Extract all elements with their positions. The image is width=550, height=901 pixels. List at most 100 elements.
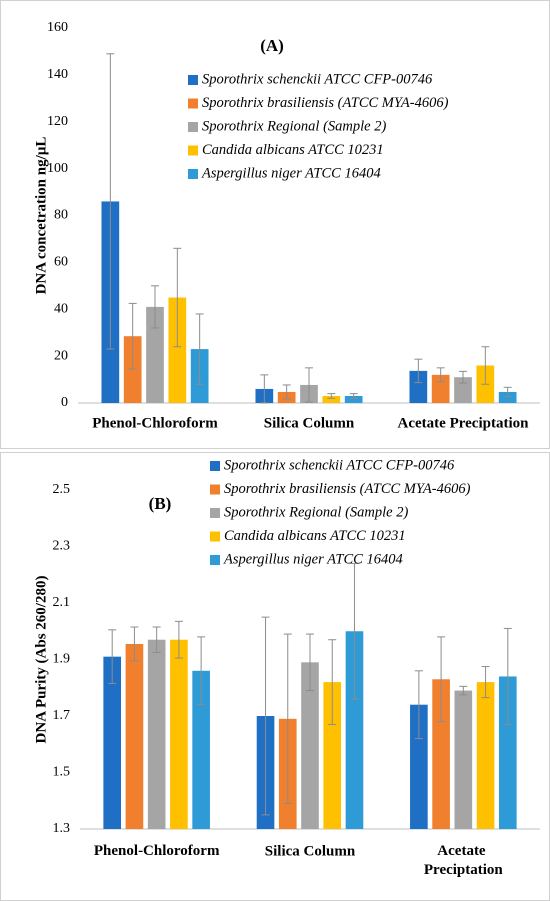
- x-tick-label: Phenol-Chloroform: [94, 843, 220, 859]
- error-bar: [481, 346, 490, 385]
- y-tick-label: 40: [54, 301, 68, 316]
- legend-label: Candida albicans ATCC 10231: [202, 142, 384, 158]
- bar: [168, 297, 187, 403]
- bar: [431, 374, 450, 403]
- legend-label: Sporothrix schenckii ATCC CFP-00746: [224, 457, 455, 473]
- x-tick-label: Silica Column: [265, 843, 356, 859]
- error-bar: [151, 285, 159, 329]
- error-bar: [261, 616, 270, 816]
- error-bar: [106, 53, 115, 350]
- error-bar: [349, 393, 358, 399]
- bar: [301, 662, 319, 829]
- chart-title: (A): [260, 36, 284, 55]
- legend-label: Sporothrix brasiliensis (ATCC MYA-4606): [224, 481, 471, 497]
- bar: [147, 639, 166, 829]
- y-tick-label: 0: [61, 395, 68, 410]
- y-axis-label: DNA Purity (Abs 260/280): [33, 576, 49, 744]
- y-tick-label: 140: [47, 67, 68, 82]
- error-bar: [197, 636, 206, 706]
- bar: [409, 370, 428, 403]
- bar: [322, 395, 341, 403]
- error-bar: [260, 374, 269, 404]
- error-bar: [108, 629, 117, 685]
- error-bar: [327, 393, 336, 399]
- legend-label: Sporothrix schenckii ATCC CFP-00746: [202, 71, 433, 87]
- legend-label: Sporothrix Regional (Sample 2): [202, 118, 386, 134]
- y-tick-label: 1.3: [53, 821, 71, 836]
- legend-swatch: [188, 98, 198, 109]
- bar: [476, 682, 495, 829]
- bar: [410, 704, 428, 829]
- x-tick-label: Phenol-Chloroform: [92, 415, 218, 431]
- error-bar: [503, 386, 512, 398]
- error-bar: [305, 367, 313, 403]
- y-tick-label: 1.7: [53, 708, 71, 723]
- bar: [103, 656, 122, 829]
- bar: [125, 643, 144, 829]
- legend-swatch: [188, 75, 198, 85]
- legend-swatch: [210, 461, 220, 471]
- error-bar: [503, 627, 512, 725]
- error-bar: [481, 666, 490, 699]
- error-bar: [195, 313, 204, 385]
- y-tick-label: 2.1: [53, 595, 71, 610]
- error-bar: [437, 636, 446, 723]
- legend-label: Aspergillus niger ATCC 16404: [223, 551, 403, 567]
- chart-title: (B): [149, 494, 172, 513]
- y-tick-label: 120: [47, 114, 68, 129]
- bar: [323, 682, 342, 829]
- error-bar: [152, 626, 161, 653]
- bar: [345, 631, 364, 829]
- y-tick-label: 1.5: [53, 765, 71, 780]
- legend-swatch: [210, 508, 220, 518]
- error-bar: [414, 358, 423, 384]
- error-bar: [436, 367, 445, 383]
- bar: [454, 690, 473, 829]
- bar: [454, 377, 472, 403]
- y-tick-label: 80: [54, 208, 68, 223]
- y-tick-label: 160: [47, 20, 68, 35]
- x-tick-label: Silica Column: [264, 415, 355, 431]
- legend-label: Sporothrix Regional (Sample 2): [224, 504, 408, 520]
- legend-label: Aspergillus niger ATCC 16404: [201, 165, 381, 181]
- error-bar: [328, 639, 337, 725]
- bar: [344, 395, 363, 403]
- error-bar: [306, 633, 314, 692]
- error-bar: [174, 620, 183, 659]
- bar: [432, 679, 450, 829]
- error-bar: [128, 302, 137, 370]
- legend-swatch: [188, 145, 198, 156]
- error-bar: [350, 562, 359, 700]
- bar: [498, 676, 517, 829]
- y-tick-label: 20: [54, 348, 68, 363]
- error-bar: [130, 626, 139, 662]
- y-axis-label: DNA concetration ng/µL: [33, 137, 49, 295]
- x-tick-label: Acetate Preciptation: [398, 415, 530, 431]
- legend-swatch: [188, 122, 198, 132]
- y-tick-label: 2.5: [53, 482, 71, 497]
- error-bar: [283, 633, 292, 805]
- bar: [498, 391, 517, 403]
- panel-frame: [0, 0, 550, 449]
- bar: [146, 306, 164, 403]
- bar: [170, 639, 188, 829]
- x-tick-label: Acetate Preciptation: [424, 843, 504, 878]
- error-bar: [459, 370, 467, 384]
- legend-swatch: [210, 484, 220, 495]
- y-tick-label: 1.9: [53, 652, 71, 667]
- error-bar: [173, 247, 182, 348]
- legend-swatch: [188, 169, 198, 179]
- y-tick-label: 2.3: [53, 539, 71, 554]
- legend-swatch: [210, 555, 220, 565]
- y-tick-label: 100: [47, 161, 68, 176]
- legend-label: Candida albicans ATCC 10231: [224, 528, 406, 544]
- legend-swatch: [210, 531, 220, 542]
- legend-label: Sporothrix brasiliensis (ATCC MYA-4606): [202, 95, 449, 111]
- error-bar: [459, 685, 468, 696]
- error-bar: [414, 670, 423, 740]
- y-tick-label: 60: [54, 255, 68, 270]
- bar: [192, 670, 210, 829]
- bar: [123, 336, 142, 403]
- error-bar: [282, 384, 291, 400]
